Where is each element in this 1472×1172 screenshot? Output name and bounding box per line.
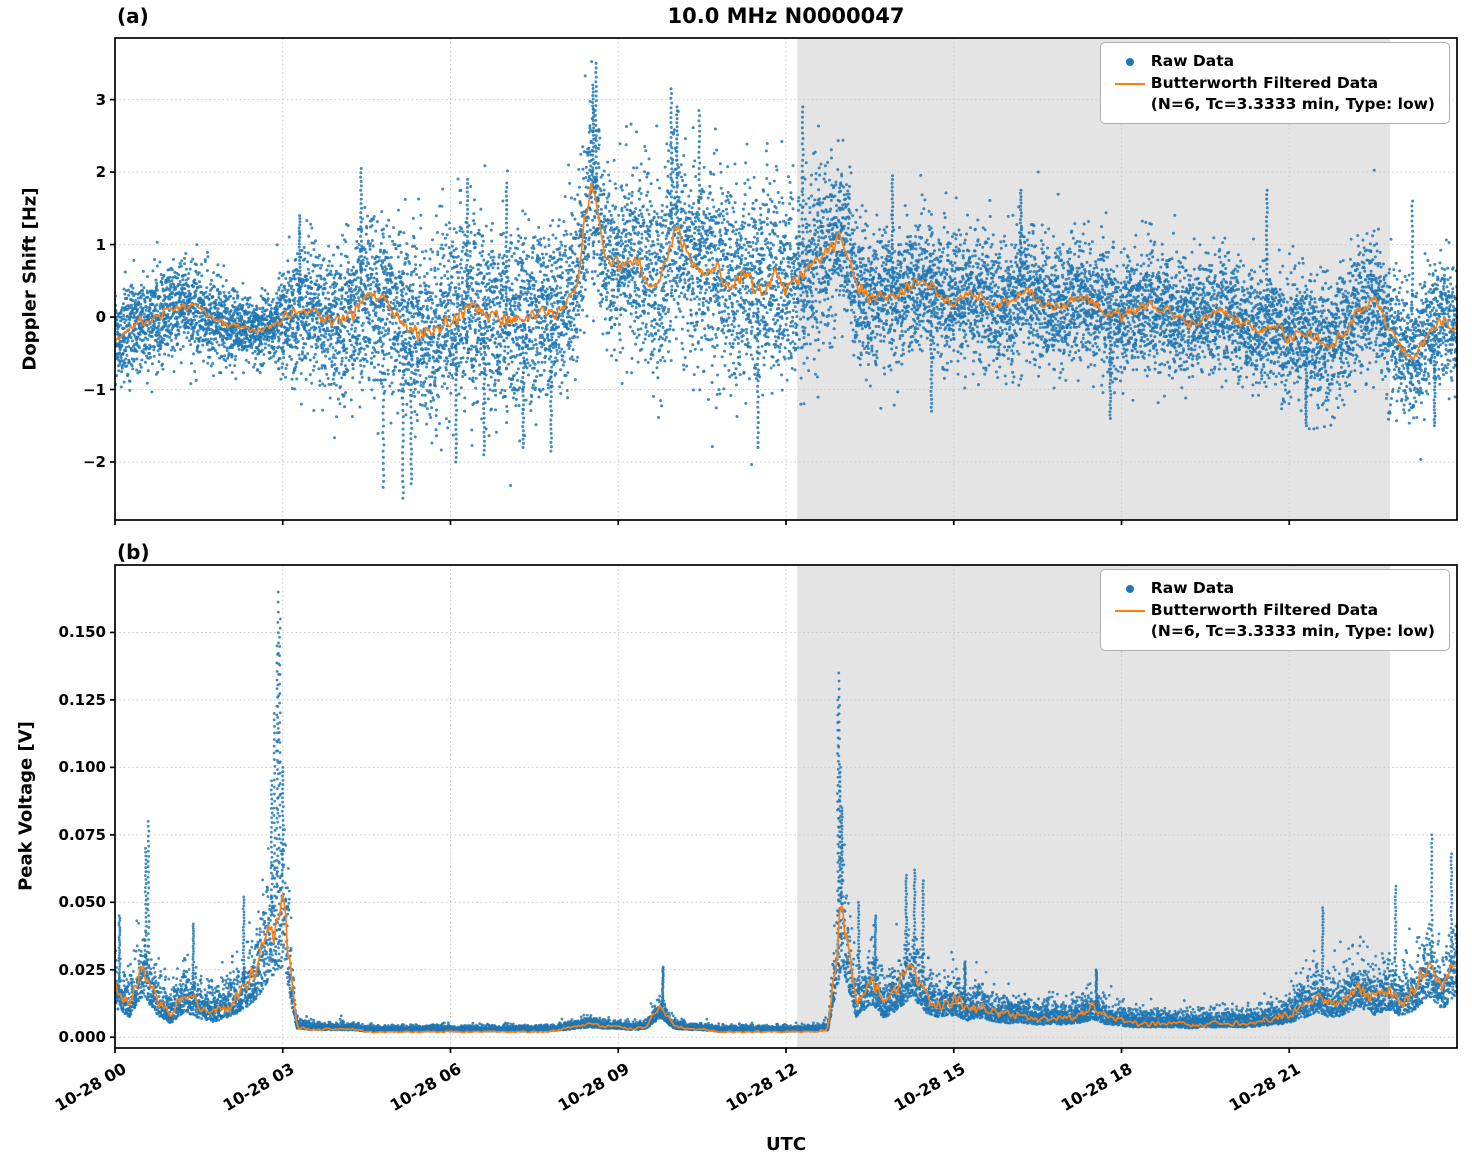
legend-filtered-row: Butterworth Filtered Data (N=6, Tc=3.333… xyxy=(1109,73,1435,115)
legend-filtered-params: (N=6, Tc=3.3333 min, Type: low) xyxy=(1150,94,1435,113)
chart-title: 10.0 MHz N0000047 xyxy=(667,4,905,28)
legend-filtered-params: (N=6, Tc=3.3333 min, Type: low) xyxy=(1150,621,1435,640)
y-tick-label: 2 xyxy=(95,163,106,182)
legend-raw-row: Raw Data xyxy=(1109,51,1435,72)
y-tick-label: 1 xyxy=(95,235,106,254)
legend-raw-label: Raw Data xyxy=(1150,579,1235,597)
legend-panel-a: Raw Data Butterworth Filtered Data (N=6,… xyxy=(1099,42,1450,124)
y-tick-label: 0.000 xyxy=(58,1028,106,1047)
y-tick-label: 0.100 xyxy=(58,758,106,777)
y-tick-label: 0.150 xyxy=(58,623,106,642)
y-axis-label-voltage: Peak Voltage [V] xyxy=(15,721,37,891)
legend-panel-b: Raw Data Butterworth Filtered Data (N=6,… xyxy=(1099,569,1450,651)
panel-b-label: (b) xyxy=(117,540,150,564)
y-tick-label: 0.050 xyxy=(58,893,106,912)
y-tick-label: 0.075 xyxy=(58,825,106,844)
legend-filtered-row: Butterworth Filtered Data (N=6, Tc=3.333… xyxy=(1109,600,1435,642)
legend-raw-label: Raw Data xyxy=(1150,52,1235,70)
y-tick-label: 0 xyxy=(95,308,106,327)
filtered-line-marker-icon xyxy=(1114,609,1145,612)
y-axis-label-doppler: Doppler Shift [Hz] xyxy=(19,187,41,371)
x-axis-label: UTC xyxy=(765,1134,807,1155)
legend-raw-row: Raw Data xyxy=(1109,578,1435,599)
panel-a-label: (a) xyxy=(117,4,149,28)
filtered-line-marker-icon xyxy=(1114,82,1145,85)
y-tick-label: 3 xyxy=(95,90,106,109)
raw-data-marker-icon xyxy=(1125,584,1134,593)
y-tick-label: −2 xyxy=(82,453,106,471)
legend-filtered-label: Butterworth Filtered Data xyxy=(1150,74,1379,92)
y-tick-label: 0.025 xyxy=(58,960,106,979)
y-tick-label: 0.125 xyxy=(58,690,106,709)
raw-data-marker-icon xyxy=(1125,57,1134,66)
y-tick-label: −1 xyxy=(82,380,106,399)
legend-filtered-label: Butterworth Filtered Data xyxy=(1150,601,1379,619)
